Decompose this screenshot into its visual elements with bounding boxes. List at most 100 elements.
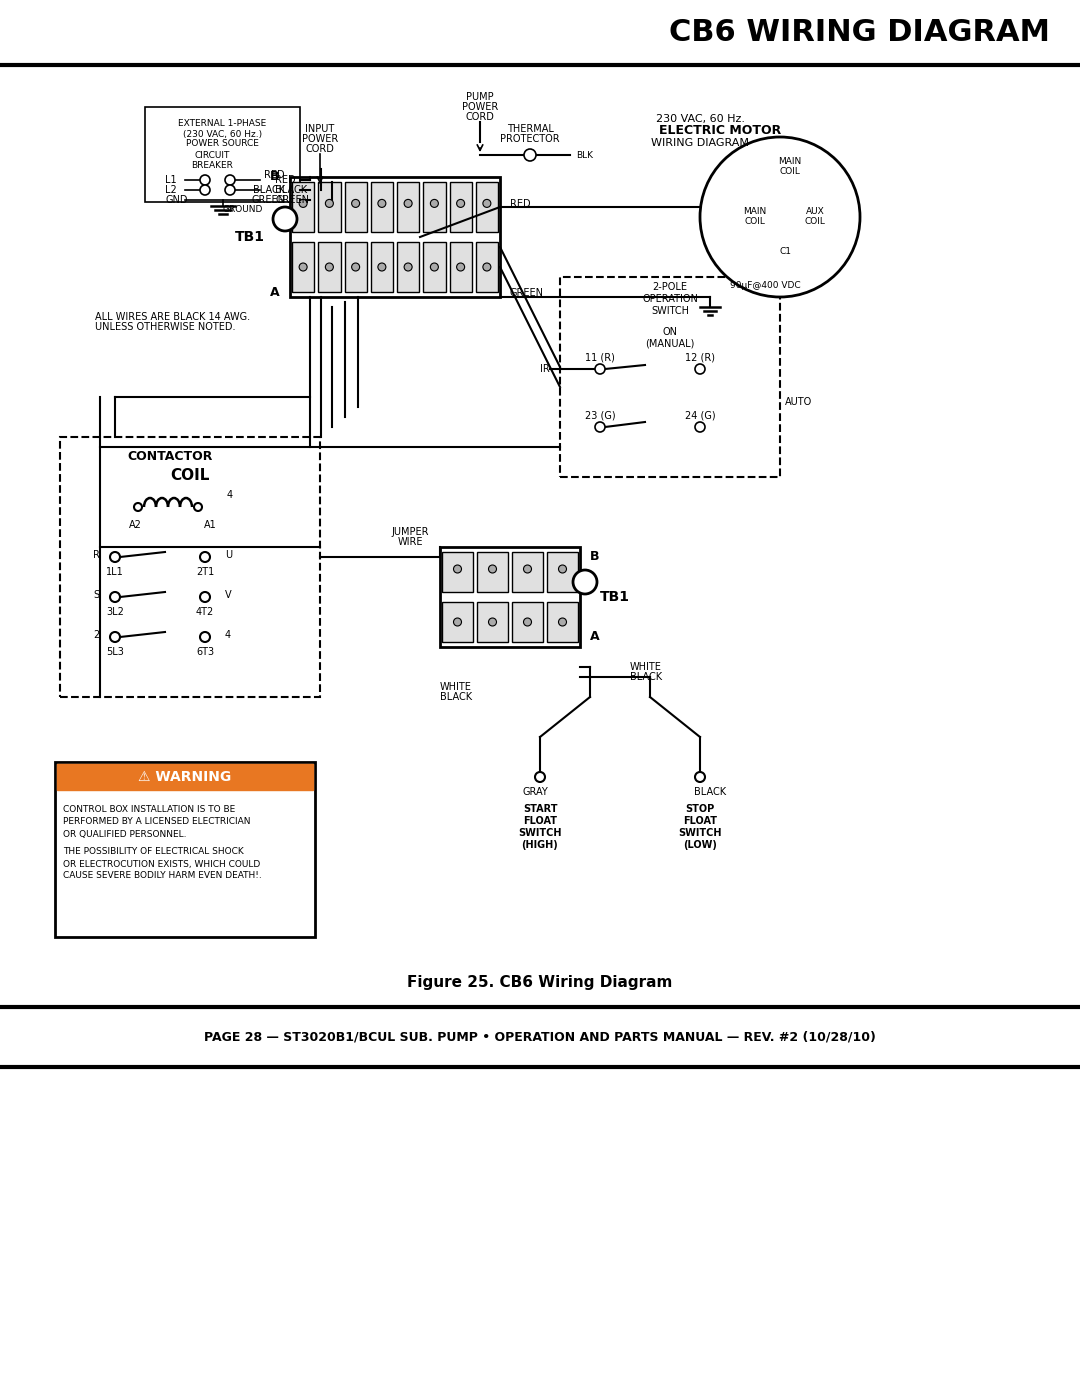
Bar <box>512 602 543 643</box>
Circle shape <box>200 592 210 602</box>
Text: COIL: COIL <box>805 218 825 226</box>
Text: OR ELECTROCUTION EXISTS, WHICH COULD: OR ELECTROCUTION EXISTS, WHICH COULD <box>63 859 260 869</box>
Bar <box>319 182 340 232</box>
Circle shape <box>299 263 307 271</box>
Text: 24 (G): 24 (G) <box>685 409 715 420</box>
Circle shape <box>573 570 597 594</box>
Bar <box>345 182 367 232</box>
Text: START: START <box>523 805 557 814</box>
Text: 23 (G): 23 (G) <box>584 409 616 420</box>
Bar <box>0 0 1080 66</box>
Text: WIRE: WIRE <box>397 536 422 548</box>
Circle shape <box>558 564 567 573</box>
Bar <box>449 182 472 232</box>
Bar <box>345 242 367 292</box>
Text: POWER SOURCE: POWER SOURCE <box>186 140 259 148</box>
Text: 230 VAC, 60 Hz.: 230 VAC, 60 Hz. <box>656 115 744 124</box>
Bar <box>423 182 446 232</box>
Circle shape <box>700 137 860 298</box>
Circle shape <box>696 773 705 782</box>
Text: POWER: POWER <box>462 102 498 112</box>
Circle shape <box>404 200 413 207</box>
Text: ALL WIRES ARE BLACK 14 AWG.: ALL WIRES ARE BLACK 14 AWG. <box>95 312 251 321</box>
Circle shape <box>696 422 705 432</box>
Circle shape <box>299 200 307 207</box>
Text: BLACK: BLACK <box>630 672 662 682</box>
Circle shape <box>200 184 210 196</box>
Text: 4: 4 <box>227 490 233 500</box>
Bar <box>476 242 498 292</box>
Text: RED: RED <box>510 198 530 210</box>
Bar <box>319 242 340 292</box>
Bar <box>291 177 500 298</box>
Circle shape <box>110 552 120 562</box>
Text: 2: 2 <box>94 630 100 640</box>
Circle shape <box>483 263 491 271</box>
Circle shape <box>378 200 386 207</box>
Text: OR QUALIFIED PERSONNEL.: OR QUALIFIED PERSONNEL. <box>63 830 187 838</box>
Text: Figure 25. CB6 Wiring Diagram: Figure 25. CB6 Wiring Diagram <box>407 975 673 989</box>
Bar <box>442 552 473 592</box>
Text: CORD: CORD <box>306 144 335 154</box>
Bar <box>370 242 393 292</box>
Text: WHITE: WHITE <box>440 682 472 692</box>
Text: (230 VAC, 60 Hz.): (230 VAC, 60 Hz.) <box>183 130 262 138</box>
Circle shape <box>200 175 210 184</box>
Text: PUMP: PUMP <box>467 92 494 102</box>
Bar <box>423 242 446 292</box>
Text: RED: RED <box>265 170 285 180</box>
Text: A: A <box>590 630 599 644</box>
Text: SWITCH: SWITCH <box>651 306 689 316</box>
Circle shape <box>352 263 360 271</box>
Text: FLOAT: FLOAT <box>683 816 717 826</box>
Circle shape <box>200 552 210 562</box>
Text: B: B <box>591 550 599 563</box>
Text: IR: IR <box>540 365 550 374</box>
Circle shape <box>378 263 386 271</box>
Circle shape <box>225 184 235 196</box>
Circle shape <box>524 564 531 573</box>
Text: 2-POLE: 2-POLE <box>652 282 688 292</box>
Text: FLOAT: FLOAT <box>523 816 557 826</box>
Text: 12 (R): 12 (R) <box>685 352 715 362</box>
Text: WIRING DIAGRAM: WIRING DIAGRAM <box>651 138 750 148</box>
Text: L1: L1 <box>165 175 177 184</box>
Bar <box>397 182 419 232</box>
Text: 5L3: 5L3 <box>106 647 124 657</box>
Text: S: S <box>94 590 100 599</box>
Circle shape <box>325 200 334 207</box>
Text: STOP: STOP <box>686 805 715 814</box>
Circle shape <box>454 564 461 573</box>
Text: OPERATION: OPERATION <box>643 293 698 305</box>
Text: 11 (R): 11 (R) <box>585 352 615 362</box>
Text: COIL: COIL <box>780 168 800 176</box>
Text: 3L2: 3L2 <box>106 608 124 617</box>
Text: ⚠ WARNING: ⚠ WARNING <box>138 770 231 784</box>
Text: MAIN: MAIN <box>743 208 767 217</box>
Text: 1L1: 1L1 <box>106 567 124 577</box>
Text: EXTERNAL 1-PHASE: EXTERNAL 1-PHASE <box>178 120 267 129</box>
Bar <box>546 602 578 643</box>
Text: CB6 WIRING DIAGRAM: CB6 WIRING DIAGRAM <box>669 18 1050 47</box>
Text: GROUND: GROUND <box>222 205 264 215</box>
Text: AUX: AUX <box>806 208 824 217</box>
Text: L2: L2 <box>165 184 177 196</box>
Text: CONTROL BOX INSTALLATION IS TO BE: CONTROL BOX INSTALLATION IS TO BE <box>63 806 235 814</box>
Circle shape <box>488 564 497 573</box>
Text: (LOW): (LOW) <box>683 840 717 849</box>
Bar <box>370 182 393 232</box>
Circle shape <box>352 200 360 207</box>
Text: MAIN: MAIN <box>779 158 801 166</box>
Circle shape <box>325 263 334 271</box>
Text: A1: A1 <box>204 520 216 529</box>
Text: UNLESS OTHERWISE NOTED.: UNLESS OTHERWISE NOTED. <box>95 321 235 332</box>
Text: BLACK: BLACK <box>253 184 285 196</box>
Circle shape <box>524 617 531 626</box>
Text: BLACK: BLACK <box>694 787 726 798</box>
Text: JUMPER: JUMPER <box>391 527 429 536</box>
Text: THERMAL: THERMAL <box>507 124 553 134</box>
Text: PAGE 28 — ST3020B1/BCUL SUB. PUMP • OPERATION AND PARTS MANUAL — REV. #2 (10/28/: PAGE 28 — ST3020B1/BCUL SUB. PUMP • OPER… <box>204 1031 876 1044</box>
Bar <box>57 764 313 789</box>
Text: C1: C1 <box>779 247 791 257</box>
Circle shape <box>430 200 438 207</box>
